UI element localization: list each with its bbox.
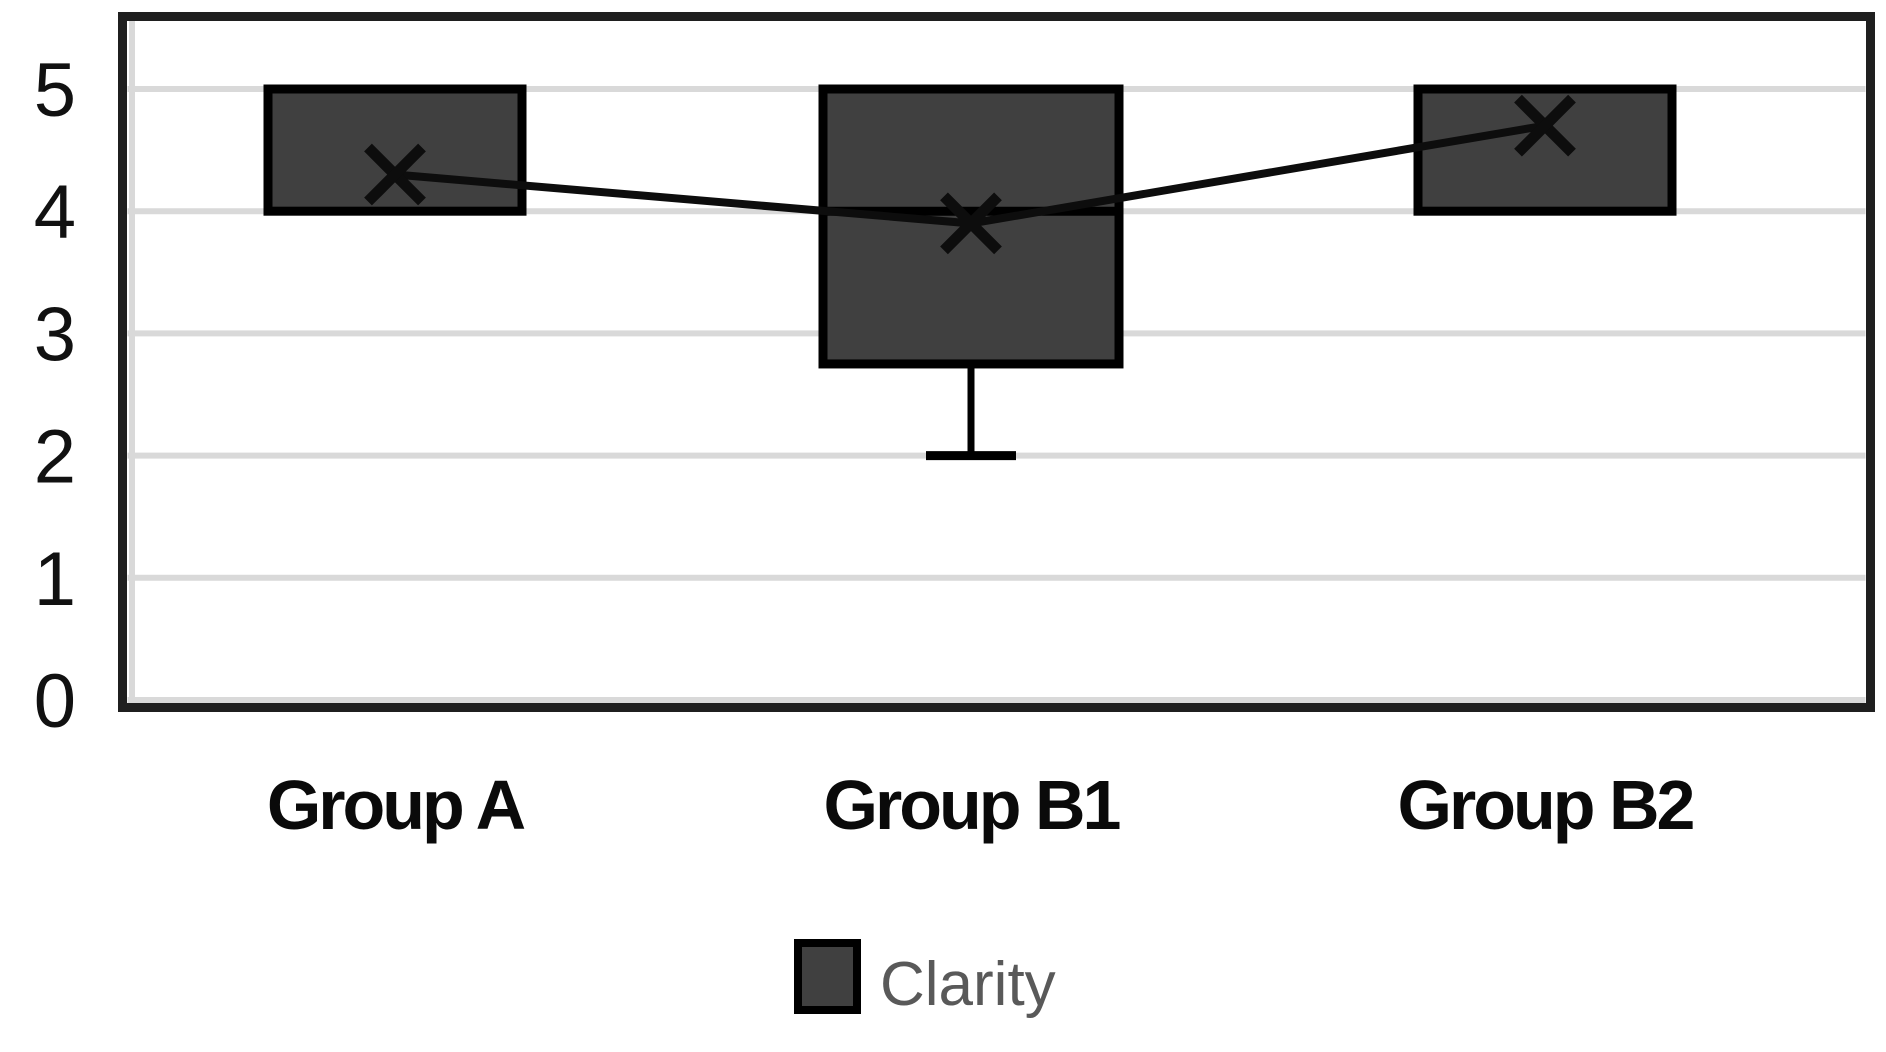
y-tick-label-2: 2	[34, 415, 76, 500]
x-stroke	[1514, 94, 1576, 157]
legend-swatch	[794, 939, 861, 1014]
plot-area	[118, 12, 1875, 712]
mean-marker-group-a	[364, 143, 426, 206]
axis-labels: 0 1 2 3 4 5 Group A Group B1 Group B2	[34, 48, 1697, 844]
box-group-a	[263, 84, 527, 216]
category-label-group-b1: Group B1	[824, 766, 1120, 844]
x-stroke	[364, 143, 426, 206]
x-stroke	[940, 192, 1002, 255]
legend: Clarity	[794, 939, 1056, 1019]
y-tick-label-5: 5	[34, 48, 76, 133]
category-label-group-a: Group A	[267, 766, 525, 844]
y-tick-label-1: 1	[34, 537, 76, 622]
category-label-group-b2: Group B2	[1398, 766, 1694, 844]
y-tick-label-4: 4	[34, 170, 76, 255]
box-group-b2	[1413, 84, 1677, 216]
plot-border	[118, 12, 1875, 712]
y-tick-label-3: 3	[34, 292, 76, 377]
mean-marker-group-b2	[1514, 94, 1576, 157]
mean-marker-group-b1	[940, 192, 1002, 255]
y-tick-label-0: 0	[34, 659, 76, 744]
legend-label: Clarity	[880, 950, 1056, 1019]
